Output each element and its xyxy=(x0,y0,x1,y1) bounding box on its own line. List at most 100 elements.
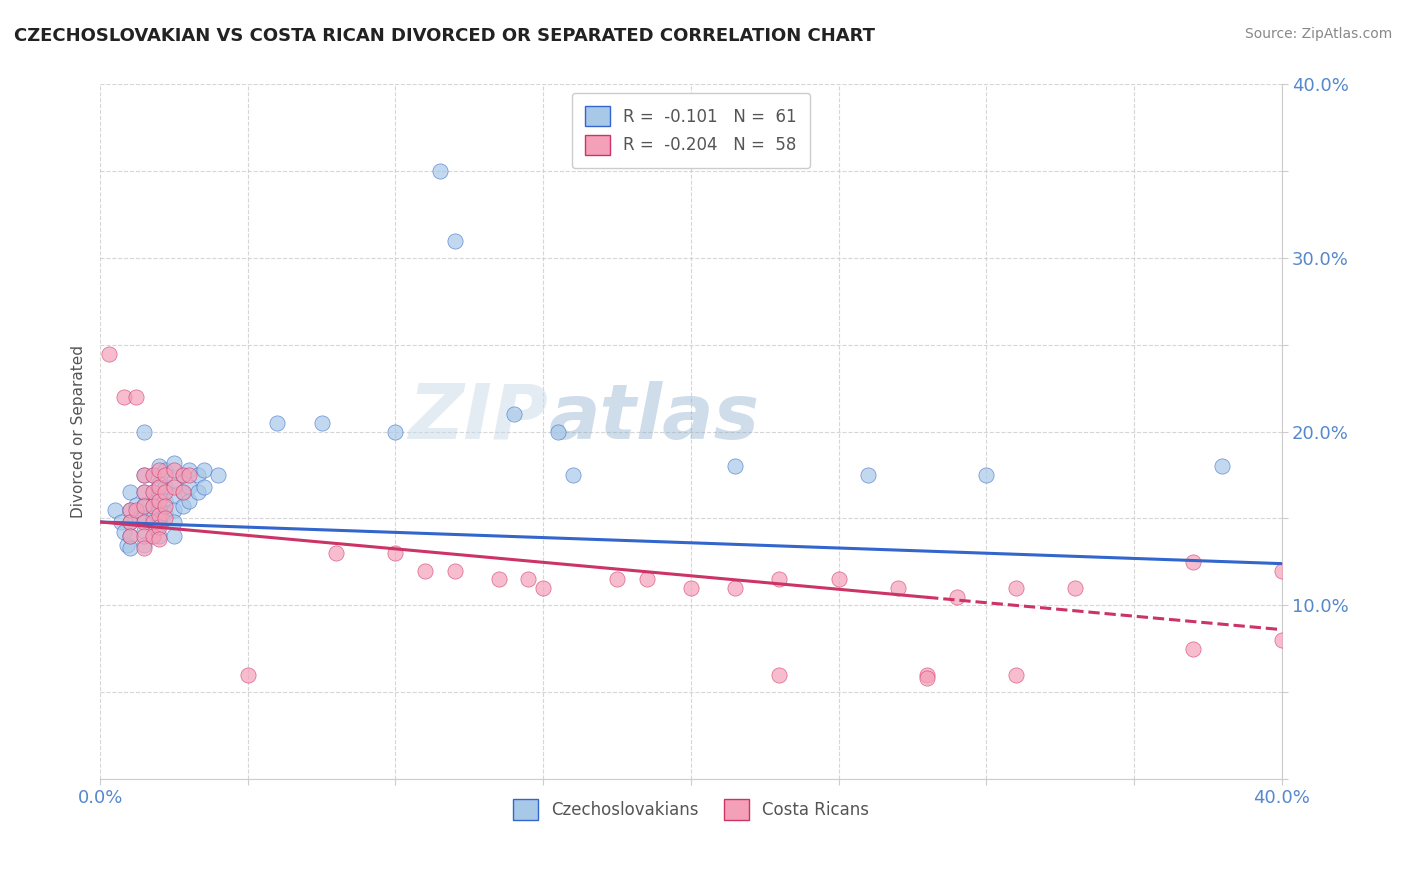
Point xyxy=(974,468,997,483)
Point xyxy=(134,485,156,500)
Point xyxy=(148,480,170,494)
Point xyxy=(443,564,465,578)
Point xyxy=(502,407,524,421)
Text: CZECHOSLOVAKIAN VS COSTA RICAN DIVORCED OR SEPARATED CORRELATION CHART: CZECHOSLOVAKIAN VS COSTA RICAN DIVORCED … xyxy=(14,27,875,45)
Point xyxy=(606,572,628,586)
Point xyxy=(172,485,194,500)
Point xyxy=(148,494,170,508)
Point xyxy=(177,494,200,508)
Point xyxy=(187,485,209,500)
Point xyxy=(163,480,186,494)
Point xyxy=(1004,667,1026,681)
Point xyxy=(134,500,156,514)
Point xyxy=(134,485,156,500)
Point xyxy=(134,541,156,555)
Point xyxy=(142,529,165,543)
Point xyxy=(153,485,176,500)
Point xyxy=(429,164,451,178)
Point xyxy=(177,468,200,483)
Point xyxy=(118,503,141,517)
Point xyxy=(148,503,170,517)
Point xyxy=(561,468,583,483)
Text: atlas: atlas xyxy=(550,381,761,455)
Point xyxy=(724,459,747,474)
Point xyxy=(124,390,146,404)
Point xyxy=(636,572,658,586)
Point xyxy=(236,667,259,681)
Point xyxy=(118,529,141,543)
Point xyxy=(1270,633,1292,648)
Point xyxy=(142,468,165,483)
Point xyxy=(768,572,790,586)
Point xyxy=(1004,581,1026,595)
Point xyxy=(134,468,156,483)
Point xyxy=(413,564,436,578)
Legend: Czechoslovakians, Costa Ricans: Czechoslovakians, Costa Ricans xyxy=(499,786,882,833)
Point xyxy=(104,503,127,517)
Point xyxy=(153,500,176,514)
Point xyxy=(531,581,554,595)
Point xyxy=(134,515,156,529)
Point xyxy=(153,494,176,508)
Point xyxy=(679,581,702,595)
Point xyxy=(148,529,170,543)
Point xyxy=(547,425,569,439)
Point xyxy=(134,468,156,483)
Point xyxy=(148,491,170,505)
Point xyxy=(124,503,146,517)
Point xyxy=(142,468,165,483)
Point xyxy=(118,529,141,543)
Point xyxy=(172,485,194,500)
Point xyxy=(112,390,135,404)
Point xyxy=(384,425,406,439)
Point xyxy=(827,572,849,586)
Point xyxy=(134,524,156,538)
Point xyxy=(153,480,176,494)
Point xyxy=(1211,459,1233,474)
Point xyxy=(163,503,186,517)
Point xyxy=(112,525,135,540)
Point xyxy=(134,425,156,439)
Point xyxy=(118,485,141,500)
Point xyxy=(1063,581,1085,595)
Point xyxy=(1270,564,1292,578)
Point xyxy=(488,572,510,586)
Point xyxy=(148,533,170,547)
Point xyxy=(142,515,165,529)
Point xyxy=(193,463,215,477)
Point xyxy=(325,546,347,560)
Point xyxy=(148,459,170,474)
Point xyxy=(142,500,165,514)
Point xyxy=(98,346,121,360)
Point xyxy=(172,468,194,483)
Point xyxy=(118,503,141,517)
Point xyxy=(384,546,406,560)
Point xyxy=(163,456,186,470)
Point xyxy=(142,511,165,525)
Point xyxy=(724,581,747,595)
Point xyxy=(134,529,156,543)
Point xyxy=(517,572,540,586)
Point xyxy=(148,476,170,491)
Point xyxy=(163,515,186,529)
Point xyxy=(148,520,170,534)
Point xyxy=(153,506,176,520)
Point xyxy=(1181,555,1204,569)
Point xyxy=(142,500,165,514)
Point xyxy=(172,468,194,483)
Point xyxy=(110,515,132,529)
Point xyxy=(134,498,156,512)
Point xyxy=(187,468,209,483)
Point xyxy=(768,667,790,681)
Point xyxy=(856,468,879,483)
Point xyxy=(118,515,141,529)
Point xyxy=(163,463,186,477)
Point xyxy=(443,234,465,248)
Point xyxy=(1181,641,1204,656)
Point xyxy=(163,489,186,503)
Point xyxy=(128,511,150,525)
Point xyxy=(153,463,176,477)
Point xyxy=(118,515,141,529)
Point xyxy=(266,416,288,430)
Point xyxy=(134,511,156,525)
